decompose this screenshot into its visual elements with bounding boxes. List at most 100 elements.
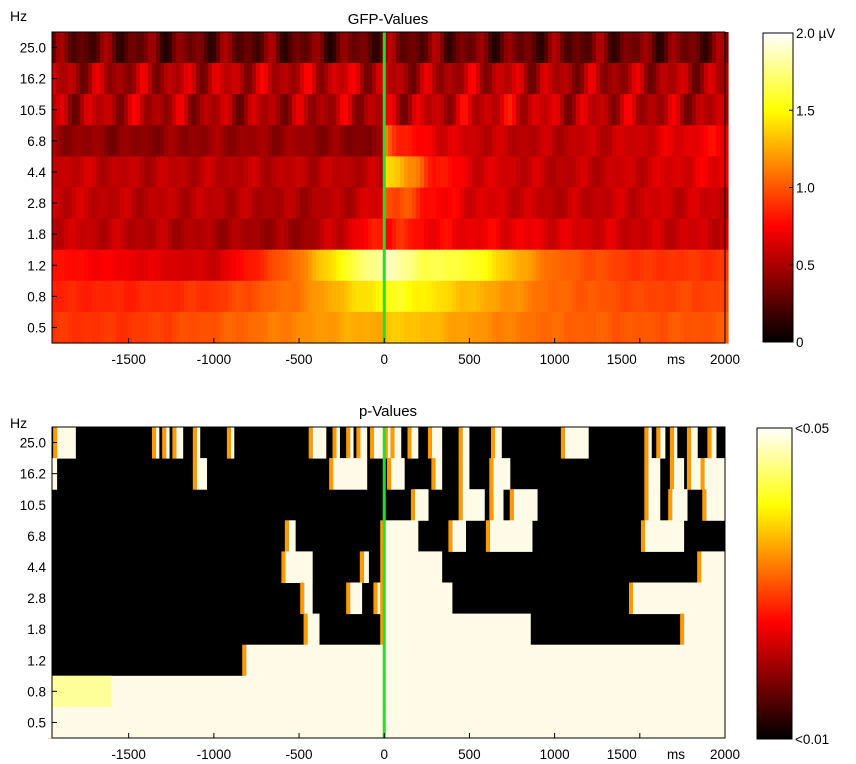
gfp-cell — [124, 187, 129, 220]
gfp-cell — [708, 311, 713, 344]
gfp-cell — [196, 311, 201, 344]
gfp-cell — [524, 32, 529, 64]
gfp-cell — [524, 311, 529, 344]
gfp-cell — [720, 94, 725, 126]
p-significant-span — [673, 458, 685, 490]
gfp-cell — [444, 280, 449, 313]
gfp-cell — [468, 63, 473, 95]
gfp-cell — [280, 94, 285, 126]
gfp-cell — [172, 63, 177, 95]
p-significant-span — [431, 427, 443, 459]
gfp-cell — [220, 249, 225, 282]
gfp-cell — [292, 32, 297, 64]
gfp-cell — [684, 311, 689, 344]
gfp-cell — [556, 125, 561, 157]
gfp-cell — [500, 94, 505, 126]
gfp-cell — [272, 94, 277, 126]
gfp-cell — [584, 311, 589, 344]
gfp-cell — [172, 280, 177, 313]
gfp-cell — [712, 218, 717, 251]
gfp-cell — [692, 32, 697, 64]
gfp-cell — [556, 280, 561, 313]
gfp-cell — [692, 63, 697, 95]
gfp-cell — [484, 32, 489, 64]
gfp-cell — [452, 156, 457, 189]
gfp-cell — [152, 125, 157, 157]
gfp-cell — [352, 63, 357, 95]
gfp-cell — [428, 156, 433, 189]
gfp-cell — [532, 249, 537, 282]
gfp-cell — [612, 249, 617, 282]
gfp-cell — [440, 32, 445, 64]
p-significant-span — [489, 520, 533, 552]
gfp-cell — [608, 280, 613, 313]
gfp-cell — [112, 280, 117, 313]
gfp-cell — [412, 249, 417, 282]
gfp-cell — [196, 156, 201, 189]
gfp-cell — [524, 249, 529, 282]
gfp-cell — [536, 63, 541, 95]
gfp-cell — [260, 218, 265, 251]
gfp-cell — [356, 63, 361, 95]
gfp-cell — [624, 311, 629, 344]
gfp-cell — [372, 125, 377, 157]
gfp-cell — [268, 187, 273, 220]
gfp-cell — [204, 249, 209, 282]
p-edge — [431, 458, 436, 490]
p-edge — [707, 427, 712, 459]
gfp-cell — [320, 94, 325, 126]
p-edge — [669, 427, 674, 459]
gfp-cell — [568, 94, 573, 126]
gfp-cell — [124, 63, 129, 95]
gfp-cell — [184, 156, 189, 189]
gfp-cell — [556, 311, 561, 344]
gfp-cell — [72, 249, 77, 282]
gfp-cell — [304, 94, 309, 126]
gfp-cell — [692, 94, 697, 126]
gfp-cell — [468, 218, 473, 251]
gfp-cell — [100, 125, 105, 157]
gfp-cell — [664, 187, 669, 220]
gfp-cell — [536, 249, 541, 282]
gfp-cell — [608, 94, 613, 126]
gfp-cell — [456, 156, 461, 189]
gfp-cell — [544, 187, 549, 220]
gfp-cell — [412, 125, 417, 157]
gfp-cell — [628, 156, 633, 189]
gfp-cell — [444, 249, 449, 282]
gfp-cell — [384, 125, 389, 157]
p-significant-span — [196, 458, 208, 490]
gfp-cell — [432, 32, 437, 64]
gfp-cell — [372, 63, 377, 95]
gfp-cell — [160, 94, 165, 126]
gfp-cell — [508, 156, 513, 189]
p-edge — [560, 427, 565, 459]
gfp-cell — [524, 187, 529, 220]
gfp-cell — [564, 94, 569, 126]
gfp-cell — [144, 249, 149, 282]
gfp-cell — [72, 311, 77, 344]
gfp-cell — [256, 94, 261, 126]
gfp-cell — [132, 94, 137, 126]
gfp-cell — [256, 156, 261, 189]
gfp-cell — [552, 249, 557, 282]
gfp-cell — [432, 187, 437, 220]
gfp-cell — [204, 63, 209, 95]
gfp-cell — [716, 32, 721, 64]
gfp-cell — [136, 280, 141, 313]
gfp-cell — [576, 249, 581, 282]
gfp-cell — [364, 32, 369, 64]
gfp-cell — [700, 311, 705, 344]
gfp-cell — [724, 156, 729, 189]
gfp-cell — [584, 94, 589, 126]
gfp-cell — [136, 63, 141, 95]
gfp-cell — [516, 249, 521, 282]
gfp-cell — [720, 218, 725, 251]
gfp-row-1.2 — [52, 249, 729, 282]
gfp-cell — [668, 32, 673, 64]
gfp-cell — [420, 218, 425, 251]
gfp-cell — [240, 187, 245, 220]
gfp-cell — [168, 187, 173, 220]
gfp-cell — [652, 187, 657, 220]
gfp-cell — [312, 311, 317, 344]
